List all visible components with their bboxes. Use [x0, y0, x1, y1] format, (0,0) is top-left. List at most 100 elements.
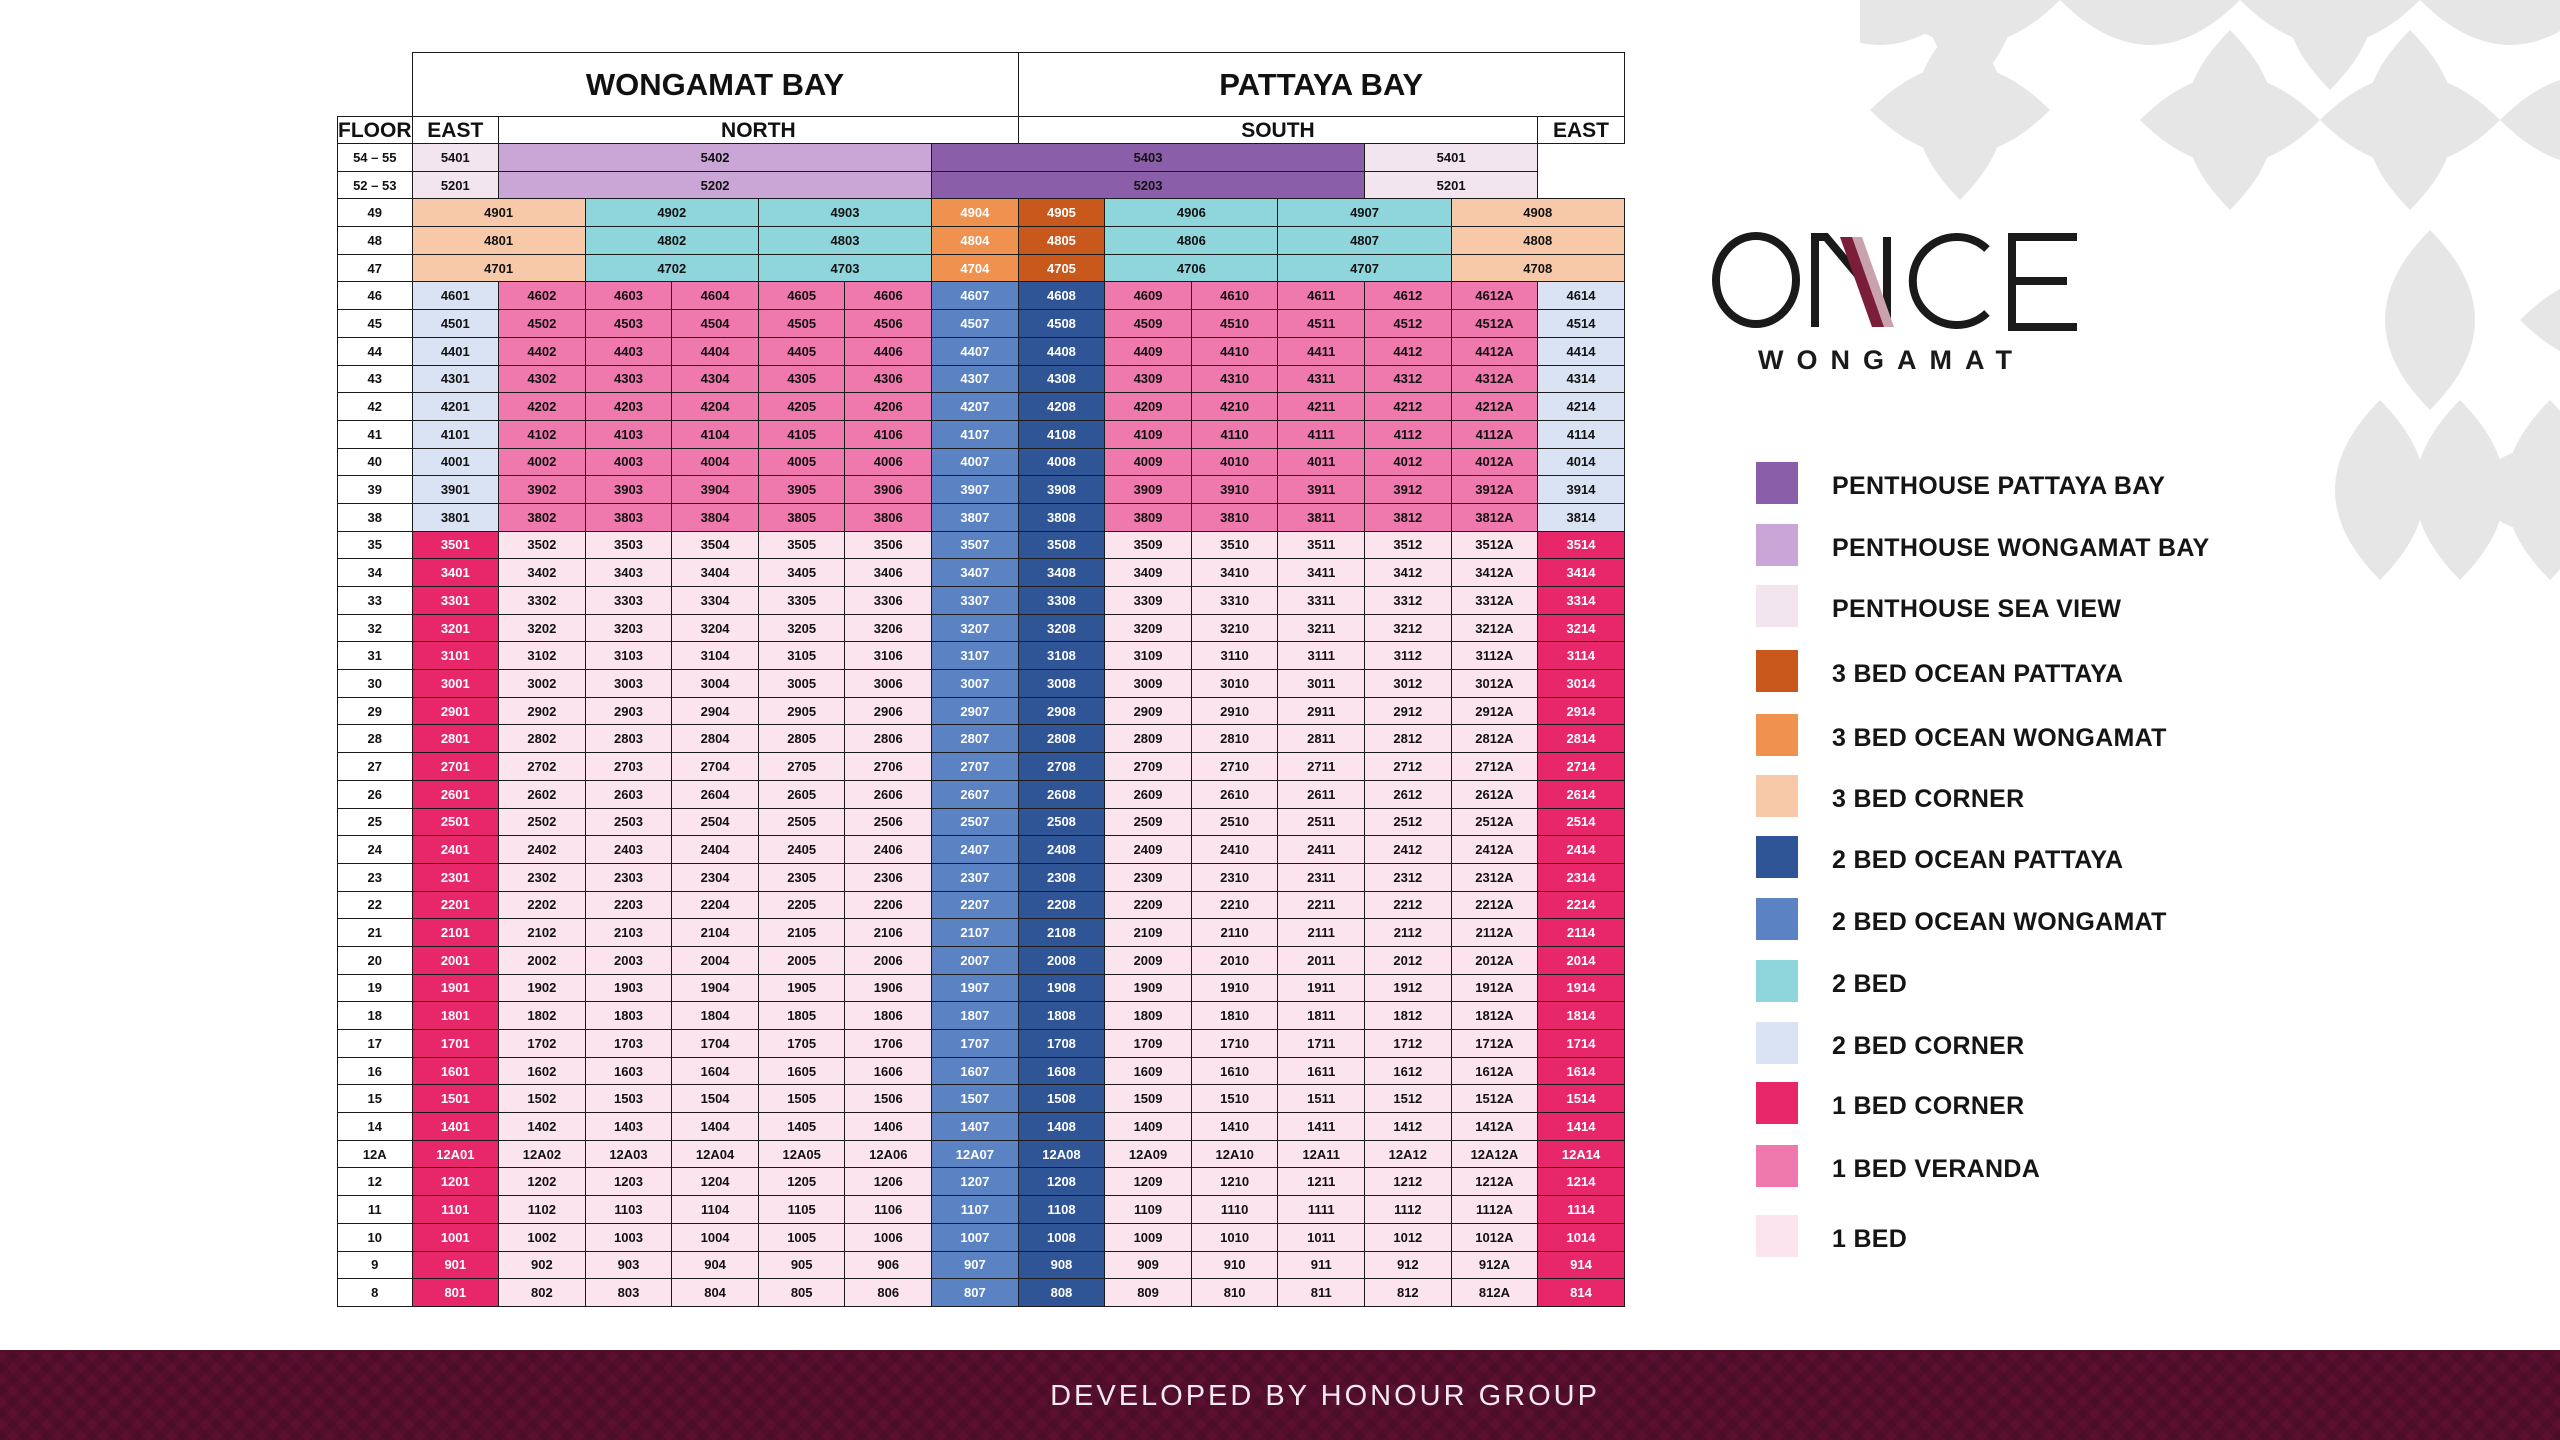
one-bed-corner-unit: 1114	[1537, 1195, 1625, 1224]
legend-item: PENTHOUSE PATTAYA BAY	[1756, 462, 2456, 506]
one-bed-corner-unit: 2714	[1537, 752, 1625, 781]
two-bed-ocean-wongamat-unit: 3907	[931, 475, 1019, 504]
two-bed-ocean-wongamat-unit: 1607	[931, 1056, 1019, 1086]
one-bed-corner-unit: 1201	[411, 1167, 500, 1197]
one-bed-unit: 2010	[1190, 945, 1279, 975]
floor-label: 16	[337, 1056, 413, 1086]
table-row: 30 3001 3002 3003 3004 3005 3006 3007 3008 3009 30…	[337, 669, 1625, 698]
one-bed-unit: 2311	[1277, 862, 1366, 892]
one-bed-veranda-unit: 4212	[1364, 392, 1452, 421]
one-bed-unit: 1705	[757, 1029, 846, 1058]
one-bed-unit: 2906	[844, 696, 933, 726]
one-bed-veranda-unit: 4406	[844, 336, 933, 366]
one-bed-unit: 3411	[1277, 558, 1366, 587]
one-bed-veranda-unit: 3906	[844, 475, 933, 504]
two-bed-corner-unit: 4401	[411, 336, 500, 366]
one-bed-veranda-unit: 4006	[844, 447, 933, 477]
one-bed-veranda-unit: 4012	[1364, 447, 1452, 477]
pattaya-bay-header: PATTAYA BAY	[1017, 52, 1625, 117]
table-row: 19 1901 1902 1903 1904 1905 1906 1907 1908 1909 19…	[337, 973, 1625, 1003]
table-row: 18 1801 1802 1803 1804 1805 1806 1807 1808 1809 18…	[337, 1001, 1625, 1030]
one-bed-unit: 912A	[1450, 1250, 1539, 1280]
floor-label: 45	[337, 309, 413, 338]
one-bed-unit: 12A11	[1277, 1139, 1366, 1169]
one-bed-unit: 1505	[757, 1084, 846, 1114]
one-bed-unit: 1102	[498, 1195, 586, 1224]
one-bed-unit: 12A04	[671, 1139, 759, 1169]
two-bed-corner-unit: 4414	[1537, 336, 1625, 366]
logo-subtitle: WONGAMAT	[1758, 345, 2025, 375]
one-bed-unit: 1712	[1364, 1029, 1452, 1058]
legend-item: 1 BED VERANDA	[1756, 1145, 2456, 1189]
table-row: 27 2701 2702 2703 2704 2705 2706 2707 2708 2709 27…	[337, 752, 1625, 781]
one-bed-corner-unit: 801	[411, 1278, 500, 1307]
table-row: 9 901 902 903 904 905 906 907 908 909 910 911 912 912…	[337, 1250, 1625, 1280]
one-bed-veranda-unit: 3802	[498, 502, 586, 532]
one-bed-veranda-unit: 4404	[671, 336, 759, 366]
two-bed-ocean-wongamat-unit: 1107	[931, 1195, 1019, 1224]
two-bed-ocean-pattaya-unit: 1508	[1017, 1084, 1106, 1114]
one-bed-unit: 3311	[1277, 586, 1366, 615]
one-bed-unit: 1009	[1104, 1222, 1192, 1252]
one-bed-unit: 1412	[1364, 1112, 1452, 1141]
one-bed-unit: 1405	[757, 1112, 846, 1141]
one-bed-unit: 2104	[671, 918, 759, 947]
one-bed-unit: 3211	[1277, 613, 1366, 643]
one-bed-unit: 2804	[671, 724, 759, 754]
one-bed-corner-unit: 2201	[411, 890, 500, 920]
one-bed-unit: 3212A	[1450, 613, 1539, 643]
one-bed-corner-unit: 2301	[411, 862, 500, 892]
one-bed-veranda-unit: 4403	[584, 336, 673, 366]
table-row: 10 1001 1002 1003 1004 1005 1006 1007 1008 1009 10…	[337, 1222, 1625, 1252]
east-header-right: EAST	[1537, 116, 1625, 144]
one-bed-unit: 2605	[757, 779, 846, 809]
one-bed-unit: 1202	[498, 1167, 586, 1197]
one-bed-unit: 2204	[671, 890, 759, 920]
legend-item: 2 BED CORNER	[1756, 1022, 2456, 1066]
one-bed-unit: 1510	[1190, 1084, 1279, 1114]
one-bed-unit: 2509	[1104, 807, 1192, 837]
one-bed-unit: 2203	[584, 890, 673, 920]
floor-header: FLOOR	[337, 116, 413, 144]
one-bed-veranda-unit: 4211	[1277, 392, 1366, 421]
one-bed-veranda-unit: 4002	[498, 447, 586, 477]
one-bed-unit: 2909	[1104, 696, 1192, 726]
one-bed-unit: 1703	[584, 1029, 673, 1058]
table-row: 32 3201 3202 3203 3204 3205 3206 3207 3208 3209 32…	[337, 613, 1625, 643]
floor-label: 39	[337, 475, 413, 504]
floor-label: 28	[337, 724, 413, 754]
one-bed-unit: 2606	[844, 779, 933, 809]
one-bed-unit: 1212A	[1450, 1167, 1539, 1197]
floor-label: 52 – 53	[337, 170, 413, 200]
one-bed-unit: 2406	[844, 835, 933, 864]
one-bed-corner-unit: 3301	[411, 586, 500, 615]
one-bed-veranda-unit: 4412	[1364, 336, 1452, 366]
floor-label: 22	[337, 890, 413, 920]
legend-label: 2 BED OCEAN WONGAMAT	[1832, 908, 2167, 936]
one-bed-unit: 1511	[1277, 1084, 1366, 1114]
two-bed-ocean-pattaya-unit: 4508	[1017, 309, 1106, 338]
table-row: 34 3401 3402 3403 3404 3405 3406 3407 3408 3409 34…	[337, 558, 1625, 587]
two-bed-ocean-pattaya-unit: 1108	[1017, 1195, 1106, 1224]
one-bed-veranda-unit: 4203	[584, 392, 673, 421]
one-bed-veranda-unit: 3902	[498, 475, 586, 504]
one-bed-corner-unit: 2914	[1537, 696, 1625, 726]
two-bed-ocean-wongamat-unit: 12A07	[931, 1139, 1019, 1169]
one-bed-veranda-unit: 4112A	[1450, 419, 1539, 449]
one-bed-veranda-unit: 4612A	[1450, 281, 1539, 311]
one-bed-unit: 3010	[1190, 669, 1279, 698]
footer-text: DEVELOPED BY HONOUR GROUP	[1050, 1380, 1600, 1412]
north-header: NORTH	[498, 116, 1019, 144]
one-bed-unit: 911	[1277, 1250, 1366, 1280]
one-bed-unit: 1909	[1104, 973, 1192, 1003]
one-bed-unit: 1103	[584, 1195, 673, 1224]
one-bed-unit: 3012A	[1450, 669, 1539, 698]
one-bed-unit: 3403	[584, 558, 673, 587]
one-bed-unit: 2412	[1364, 835, 1452, 864]
floor-label: 48	[337, 226, 413, 255]
one-bed-corner-unit: 2414	[1537, 835, 1625, 864]
one-bed-unit: 3504	[671, 530, 759, 560]
three-bed-corner-unit: 4908	[1450, 198, 1625, 228]
one-bed-unit: 12A05	[757, 1139, 846, 1169]
one-bed-corner-unit: 3001	[411, 669, 500, 698]
